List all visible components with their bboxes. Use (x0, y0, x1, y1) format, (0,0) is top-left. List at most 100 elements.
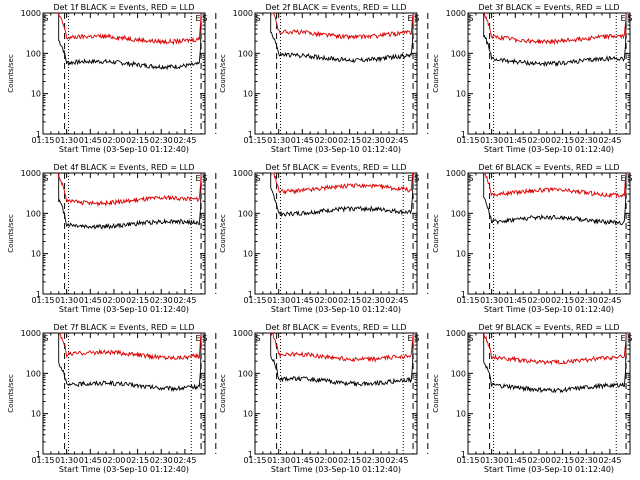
x-axis-label: Start Time (03-Sep-10 01:12:40) (59, 465, 189, 474)
x-tick-label: 01:30 (480, 456, 503, 465)
plot-frame (254, 332, 418, 455)
end-marker-label: E (408, 14, 413, 23)
x-tick-label: 02:30 (362, 296, 385, 305)
plot-frame (467, 172, 631, 295)
x-tick-label: 01:15 (243, 136, 266, 145)
end-marker-label: E (196, 174, 201, 183)
plot-frame (42, 332, 206, 455)
start-marker-label: S (43, 174, 48, 183)
y-axis-label: Counts/sec (219, 54, 227, 93)
x-tick-label: 02:15 (551, 296, 574, 305)
y-tick-label: 100 (238, 369, 253, 378)
chart-title: Det 9f BLACK = Events, RED = LLD (478, 323, 619, 332)
y-tick-label: 1 (461, 130, 466, 139)
x-tick-label: 01:15 (456, 456, 479, 465)
chart-title: Det 5f BLACK = Events, RED = LLD (265, 163, 406, 172)
events-series-line (270, 12, 414, 64)
x-axis-label: Start Time (03-Sep-10 01:12:40) (484, 145, 614, 154)
x-tick-label: 01:15 (456, 136, 479, 145)
y-tick-label: 100 (26, 49, 41, 58)
lld-series-line (58, 172, 202, 207)
x-tick-label: 02:00 (102, 136, 125, 145)
y-tick-label: 1000 (233, 169, 253, 178)
x-tick-label: 02:00 (102, 456, 125, 465)
start-marker-label-2: S (627, 334, 632, 343)
start-marker-label: S (255, 14, 260, 23)
events-series-line (270, 332, 414, 388)
x-axis-label: Start Time (03-Sep-10 01:12:40) (271, 145, 401, 154)
y-axis-label: Counts/sec (7, 214, 15, 253)
lld-series-line (483, 332, 627, 366)
y-tick-label: 10 (31, 410, 41, 419)
chart-panel-5: Det 5f BLACK = Events, RED = LLD 1 10 100 10… (219, 163, 429, 314)
x-tick-label: 02:00 (102, 296, 125, 305)
x-tick-label: 02:15 (551, 136, 574, 145)
y-tick-label: 10 (31, 250, 41, 259)
x-tick-label: 01:30 (55, 296, 78, 305)
end-marker-label: E (408, 334, 413, 343)
x-tick-label: 02:45 (598, 456, 621, 465)
start-marker-label-2: S (414, 334, 419, 343)
y-axis-label: Counts/sec (432, 54, 440, 93)
chart-panel-6: Det 6f BLACK = Events, RED = LLD 1 10 100 10… (432, 163, 633, 314)
x-tick-label: 02:00 (314, 296, 337, 305)
x-tick-label: 01:45 (504, 136, 527, 145)
x-tick-label: 02:45 (385, 456, 408, 465)
chart-panel-3: Det 3f BLACK = Events, RED = LLD 1 10 100 10… (432, 3, 633, 154)
x-tick-label: 01:45 (291, 296, 314, 305)
y-tick-label: 100 (238, 49, 253, 58)
x-axis-label: Start Time (03-Sep-10 01:12:40) (271, 465, 401, 474)
lld-series-line (483, 12, 627, 46)
x-axis-label: Start Time (03-Sep-10 01:12:40) (484, 305, 614, 314)
x-tick-label: 02:45 (173, 136, 196, 145)
x-tick-label: 02:00 (314, 136, 337, 145)
lld-series-line (270, 12, 414, 41)
y-tick-label: 100 (238, 209, 253, 218)
x-tick-label: 01:45 (79, 296, 102, 305)
lld-series-line (270, 332, 414, 363)
y-tick-label: 1 (36, 290, 41, 299)
lld-series-line (483, 172, 627, 199)
x-tick-label: 02:30 (362, 456, 385, 465)
x-tick-label: 01:15 (31, 456, 54, 465)
x-tick-label: 02:45 (173, 296, 196, 305)
y-tick-label: 100 (451, 49, 466, 58)
y-tick-label: 10 (456, 90, 466, 99)
y-tick-label: 1000 (446, 9, 466, 18)
x-tick-label: 02:45 (385, 296, 408, 305)
y-tick-label: 1000 (21, 9, 41, 18)
y-tick-label: 1 (248, 450, 253, 459)
x-tick-label: 02:00 (527, 136, 550, 145)
start-marker-label-2: S (414, 174, 419, 183)
x-tick-label: 02:15 (126, 456, 149, 465)
x-tick-label: 02:45 (173, 456, 196, 465)
x-tick-label: 02:30 (575, 136, 598, 145)
x-tick-label: 01:45 (504, 296, 527, 305)
events-series-line (483, 172, 627, 226)
x-tick-label: 01:30 (267, 456, 290, 465)
y-tick-label: 1 (36, 130, 41, 139)
x-tick-label: 01:15 (243, 456, 266, 465)
chart-title: Det 6f BLACK = Events, RED = LLD (478, 163, 619, 172)
x-axis-label: Start Time (03-Sep-10 01:12:40) (59, 145, 189, 154)
x-tick-label: 02:30 (150, 136, 173, 145)
chart-panel-7: Det 7f BLACK = Events, RED = LLD 1 10 100 10… (7, 323, 217, 474)
chart-title: Det 3f BLACK = Events, RED = LLD (478, 3, 619, 12)
x-tick-label: 01:15 (31, 136, 54, 145)
start-marker-label-2: S (414, 14, 419, 23)
y-tick-label: 1 (36, 450, 41, 459)
x-tick-label: 01:30 (480, 136, 503, 145)
x-tick-label: 02:30 (150, 456, 173, 465)
y-axis-label: Counts/sec (7, 54, 15, 93)
end-marker-label: E (408, 174, 413, 183)
end-marker-label: E (196, 14, 201, 23)
start-marker-label: S (43, 334, 48, 343)
y-tick-label: 10 (456, 410, 466, 419)
y-axis-label: Counts/sec (432, 374, 440, 413)
y-tick-label: 10 (456, 250, 466, 259)
x-axis-label: Start Time (03-Sep-10 01:12:40) (271, 305, 401, 314)
plot-frame (467, 12, 631, 135)
y-tick-label: 1000 (233, 9, 253, 18)
y-axis-label: Counts/sec (7, 374, 15, 413)
